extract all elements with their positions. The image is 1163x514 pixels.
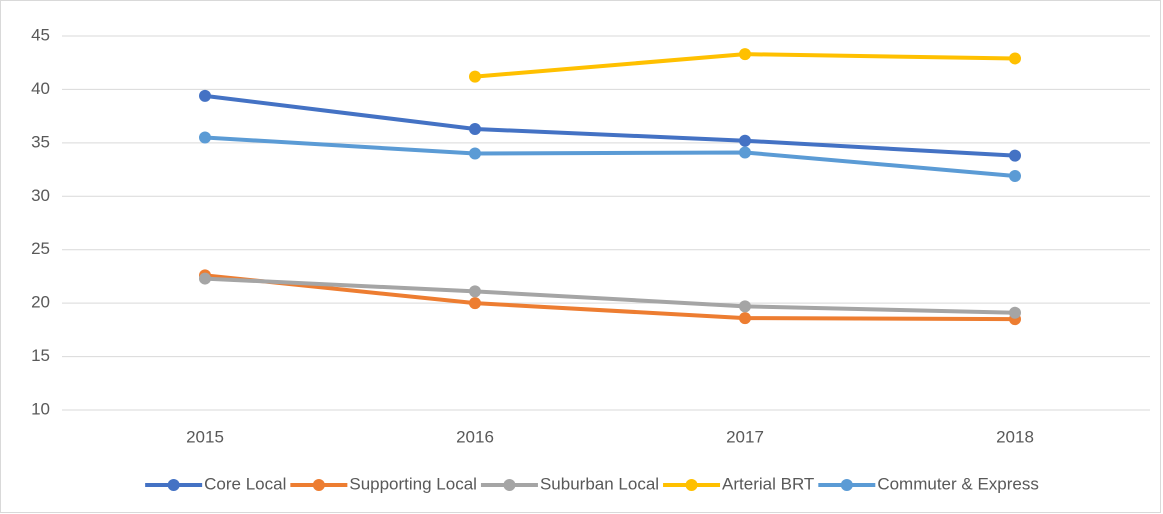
- data-point: [199, 272, 211, 285]
- data-point: [469, 297, 481, 310]
- legend-marker: [167, 479, 180, 491]
- data-point: [199, 89, 211, 102]
- legend-label: Core Local: [204, 474, 286, 493]
- y-tick-label: 10: [31, 399, 50, 418]
- data-point: [739, 146, 751, 159]
- legend-marker: [312, 479, 325, 491]
- data-point: [739, 312, 751, 325]
- data-point: [469, 147, 481, 160]
- legend: Core Local Supporting Local Suburban Local…: [145, 474, 1039, 493]
- data-point: [1009, 169, 1021, 182]
- legend-label: Suburban Local: [540, 474, 659, 493]
- x-tick-label: 2018: [996, 427, 1034, 446]
- series-line: [204, 276, 1016, 315]
- data-point: [1009, 149, 1021, 162]
- data-point: [199, 131, 211, 144]
- legend-marker: [840, 479, 853, 491]
- y-tick-label: 25: [31, 239, 50, 258]
- legend-label: Arterial BRT: [722, 474, 814, 493]
- series-line: [204, 93, 1016, 158]
- y-tick-label: 45: [31, 25, 50, 44]
- legend-label: Supporting Local: [349, 474, 477, 493]
- x-tick-label: 2016: [456, 427, 494, 446]
- x-tick-label: 2015: [186, 427, 224, 446]
- data-point: [1009, 306, 1021, 319]
- data-point: [739, 48, 751, 61]
- data-point: [1009, 52, 1021, 65]
- data-point: [469, 285, 481, 298]
- y-tick-label: 40: [31, 79, 50, 98]
- legend-label: Commuter & Express: [877, 474, 1039, 493]
- data-point: [739, 300, 751, 313]
- legend-marker: [503, 479, 516, 491]
- series-line: [204, 135, 1016, 178]
- x-tick-label: 2017: [726, 427, 764, 446]
- data-point: [739, 134, 751, 147]
- y-tick-label: 20: [31, 293, 50, 312]
- y-tick-label: 15: [31, 346, 50, 365]
- legend-marker: [685, 479, 698, 491]
- data-point: [469, 122, 481, 135]
- y-tick-label: 30: [31, 186, 50, 205]
- y-tick-label: 35: [31, 132, 50, 151]
- data-point: [469, 70, 481, 83]
- series-line: [204, 273, 1016, 322]
